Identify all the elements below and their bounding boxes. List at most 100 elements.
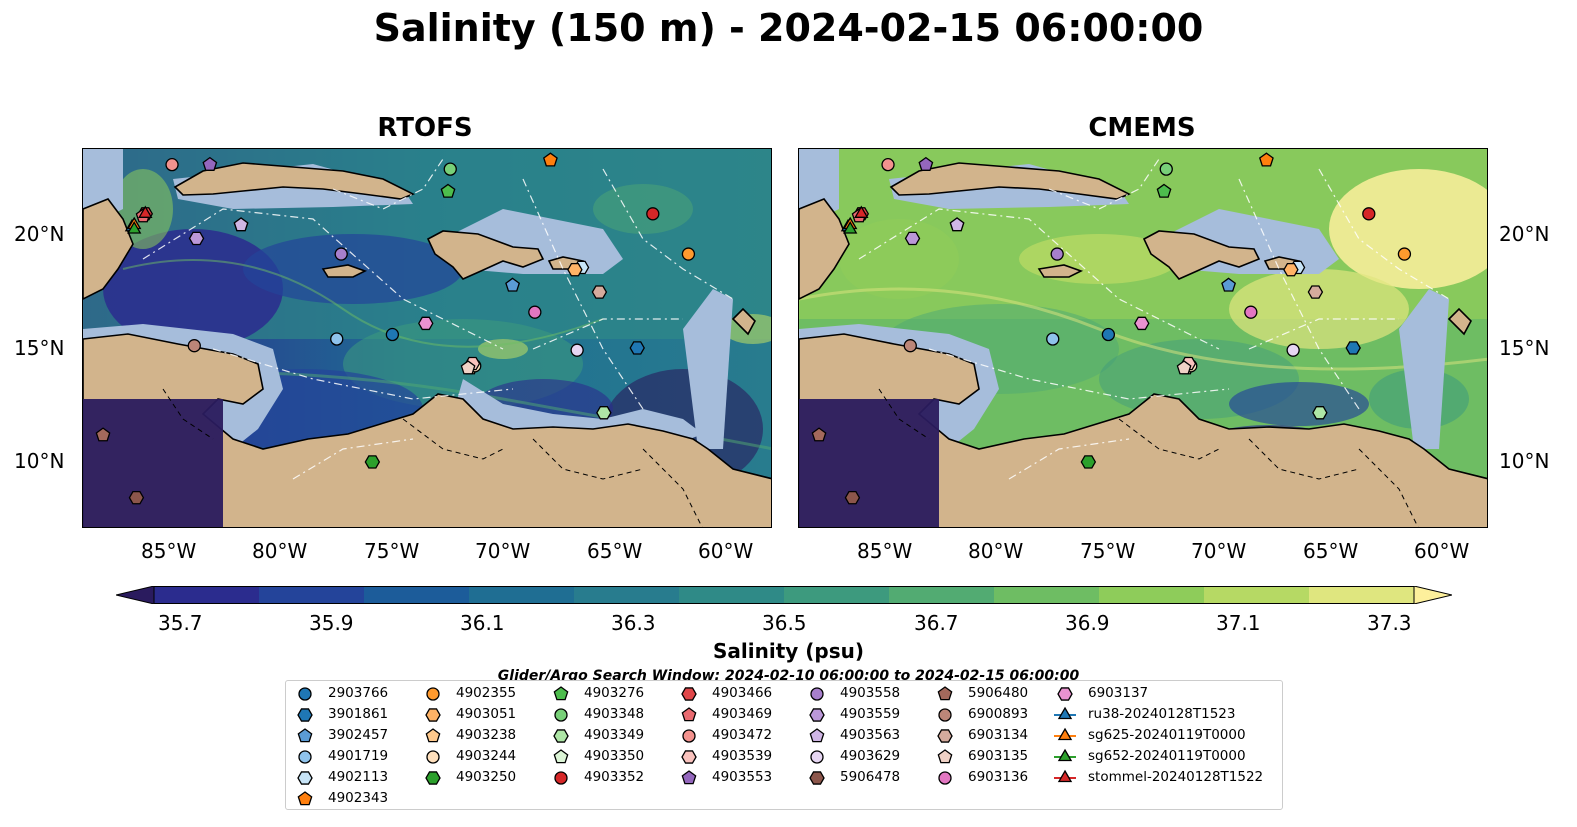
legend-item-4902355: 4902355 [422, 683, 516, 703]
legend-item-4903051: 4903051 [422, 704, 516, 724]
legend-marker-triangle-line [1054, 727, 1076, 741]
colorbar-tick-36-3: 36.3 [611, 611, 656, 635]
float-marker-4903348-rtofs [443, 162, 457, 176]
lon-label-85w-rtofs: 85°W [141, 539, 197, 563]
lat-label-10n-right: 10°N [1499, 449, 1550, 473]
legend-marker-circle [298, 750, 312, 764]
legend-label: 4903250 [456, 769, 517, 785]
legend-item-4903472: 4903472 [678, 725, 772, 745]
lat-label-20n-left: 20°N [14, 222, 65, 246]
float-marker-6900893-rtofs [187, 339, 201, 353]
legend-label: 6903134 [968, 727, 1029, 743]
legend-label: 4903539 [712, 748, 773, 764]
lon-label-60w-cmems: 60°W [1414, 539, 1470, 563]
colorbar-tick-36-9: 36.9 [1065, 611, 1110, 635]
legend-item-4901719: 4901719 [294, 746, 388, 766]
colorbar-cell [259, 586, 365, 604]
float-marker-5906478-rtofs [128, 490, 145, 505]
float-marker-4901719-rtofs [330, 332, 344, 346]
legend-item-ru38-20240128T1523: ru38-20240128T1523 [1054, 704, 1235, 724]
float-marker-4903563-cmems [949, 217, 965, 232]
legend-label: 4903352 [584, 769, 645, 785]
float-marker-6903136-cmems [1244, 305, 1258, 319]
float-marker-4903559-cmems [904, 231, 921, 246]
salinity-map-rtofs [82, 148, 772, 528]
lat-label-10n-left: 10°N [14, 449, 65, 473]
legend-label: ru38-20240128T1523 [1088, 706, 1236, 722]
legend-item-2903766: 2903766 [294, 683, 388, 703]
colorbar-cell [784, 586, 890, 604]
float-marker-5906478-cmems [844, 490, 861, 505]
float-marker-5906480-cmems [811, 427, 827, 442]
search-window-text: Glider/Argo Search Window: 2024-02-10 06… [497, 668, 1080, 681]
colorbar-cell [1204, 586, 1310, 604]
colorbar-tick-35-9: 35.9 [309, 611, 354, 635]
legend-label: 5906478 [840, 769, 901, 785]
float-marker-4903250-rtofs [364, 455, 381, 469]
float-marker-4902355-rtofs [681, 247, 696, 261]
legend-label: 3901861 [328, 706, 389, 722]
float-marker-4903349-cmems [1312, 406, 1328, 420]
float-marker-3901861-cmems [1345, 341, 1361, 355]
legend-marker-pentagon [681, 707, 697, 722]
float-marker-4903276-rtofs [440, 183, 456, 198]
float-marker-4903051-rtofs [567, 262, 583, 277]
float-marker-2903766-cmems [1101, 327, 1116, 342]
float-marker-4903349-rtofs [596, 406, 612, 420]
legend-marker-hexagon [297, 708, 313, 722]
legend-marker-hexagon [297, 771, 313, 785]
legend-label: stommel-20240128T1522 [1088, 769, 1264, 785]
legend-label: 2903766 [328, 685, 389, 701]
lon-label-70w-rtofs: 70°W [475, 539, 531, 563]
float-marker-3902457-cmems [1221, 277, 1237, 292]
colorbar-cell [364, 586, 470, 604]
float-marker-6903135-cmems [1176, 360, 1192, 375]
legend-label: 4903238 [456, 727, 517, 743]
legend-label: 4903051 [456, 706, 517, 722]
float-marker-4903472-cmems [881, 157, 895, 172]
float-marker-4903352-cmems [1362, 207, 1376, 221]
float-marker-4903553-cmems [918, 156, 934, 171]
legend-marker-triangle-line [1054, 769, 1076, 783]
legend-item-5906480: 5906480 [934, 683, 1028, 703]
float-marker-6903135-rtofs [460, 360, 476, 375]
legend-item-4903469: 4903469 [678, 704, 772, 724]
float-marker-4903553-rtofs [202, 156, 218, 171]
legend-item-6903136: 6903136 [934, 767, 1028, 787]
legend-item-4903348: 4903348 [550, 704, 644, 724]
legend-item-4903563: 4903563 [806, 725, 900, 745]
legend-marker-circle [682, 729, 696, 743]
colorbar-cell [154, 586, 260, 604]
legend-label: 4903350 [584, 748, 645, 764]
legend-label: 3902457 [328, 727, 389, 743]
legend-label: 4903629 [840, 748, 901, 764]
float-marker-4903472-rtofs [165, 157, 179, 172]
float-marker-4903276-cmems [1156, 183, 1172, 198]
legend-marker-circle [426, 750, 440, 764]
colorbar-tick-37-1: 37.1 [1216, 611, 1261, 635]
lon-label-65w-cmems: 65°W [1303, 539, 1359, 563]
float-marker-4902343-cmems [1258, 152, 1274, 167]
colorbar-tick-36-5: 36.5 [762, 611, 807, 635]
float-marker-6903137-cmems [1134, 316, 1150, 331]
legend-item-4903466: 4903466 [678, 683, 772, 703]
legend-label: sg625-20240119T0000 [1088, 727, 1246, 743]
figure-title: Salinity (150 m) - 2024-02-15 06:00:00 [373, 6, 1204, 50]
float-marker-6903137-rtofs [418, 316, 434, 331]
legend-marker-circle [554, 771, 568, 785]
float-marker-6903134-cmems [1307, 285, 1324, 299]
float-marker-4901719-cmems [1046, 332, 1060, 346]
panel-title-cmems: CMEMS [1088, 113, 1196, 143]
legend-label: 4902113 [328, 769, 389, 785]
legend-item-4902343: 4902343 [294, 788, 388, 808]
legend-label: 4902355 [456, 685, 517, 701]
lat-label-15n-left: 15°N [14, 336, 65, 360]
colorbar-cell [889, 586, 995, 604]
colorbar-extend-min [116, 586, 155, 604]
lon-label-60w-rtofs: 60°W [698, 539, 754, 563]
legend-marker-hexagon [809, 771, 825, 785]
colorbar-cell [679, 586, 785, 604]
float-marker-4903352-rtofs [646, 207, 660, 221]
legend-marker-pentagon [425, 728, 441, 743]
legend-label: 4903563 [840, 727, 901, 743]
